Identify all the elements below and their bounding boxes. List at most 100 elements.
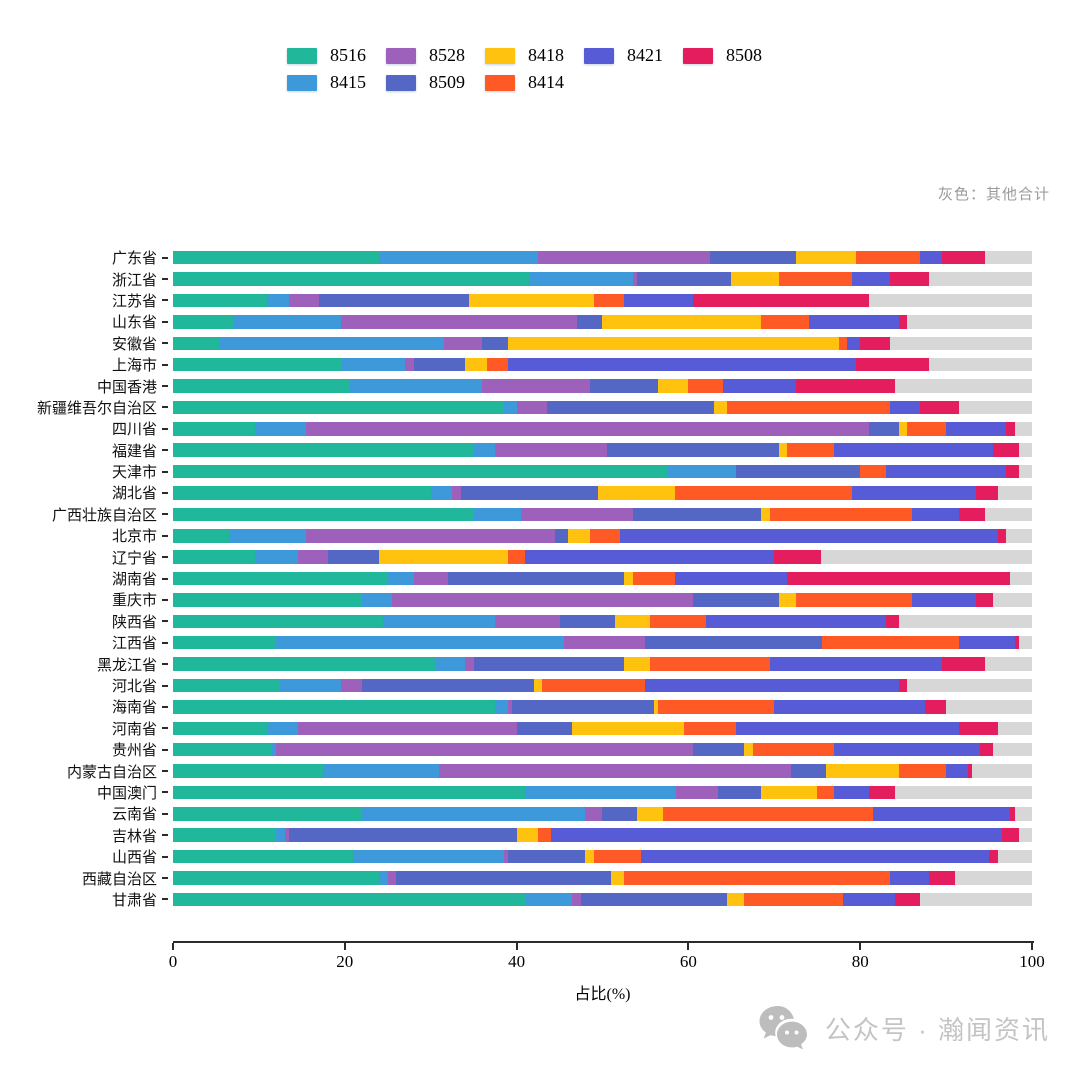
bar-segment-其他 <box>868 293 1032 308</box>
bar-row: 湖南省 <box>0 568 1080 589</box>
bar-segment-8414 <box>593 293 624 308</box>
bar-segment-其他 <box>1006 529 1032 543</box>
bar-segment-8421 <box>735 721 959 736</box>
bar-segment-其他 <box>894 785 1032 800</box>
bar-segment-8421 <box>851 486 977 500</box>
bar-segment-8528 <box>465 657 474 671</box>
bar-track <box>173 529 1032 543</box>
bar-segment-8421 <box>946 764 968 778</box>
category-label: 北京市 <box>111 529 157 546</box>
bar-segment-8516 <box>173 550 255 564</box>
category-tick <box>162 299 168 302</box>
bar-segment-其他 <box>1019 464 1032 479</box>
bar-segment-8509 <box>327 550 380 564</box>
bar-row: 西藏自治区 <box>0 867 1080 888</box>
bar-segment-8509 <box>559 614 616 629</box>
bar-track <box>173 785 1032 800</box>
bar-segment-8415 <box>233 315 341 329</box>
legend-label: 8415 <box>330 72 366 92</box>
bar-segment-8415 <box>361 807 586 821</box>
category-tick <box>162 449 168 452</box>
bar-segment-8508 <box>868 785 895 800</box>
bar-row: 吉林省 <box>0 825 1080 846</box>
bar-segment-8415 <box>267 293 289 308</box>
bar-segment-8516 <box>173 443 474 457</box>
bar-segment-8528 <box>306 422 869 436</box>
bar-row: 上海市 <box>0 354 1080 375</box>
x-tick <box>859 943 862 950</box>
bar-row: 山东省 <box>0 311 1080 332</box>
bar-segment-8516 <box>173 529 229 543</box>
bar-segment-8508 <box>795 379 895 393</box>
bar-row: 内蒙古自治区 <box>0 760 1080 781</box>
bar-segment-8421 <box>847 336 861 350</box>
bar-segment-8509 <box>576 315 603 329</box>
category-tick <box>162 534 168 537</box>
bar-segment-8509 <box>396 871 612 885</box>
bar-segment-8516 <box>173 571 388 586</box>
bar-segment-8509 <box>709 250 796 265</box>
bar-row: 广东省 <box>0 247 1080 268</box>
bar-segment-8509 <box>507 849 586 864</box>
legend-row: 8415 8509 8414 <box>287 69 782 96</box>
x-tick <box>515 943 518 950</box>
bar-row: 安徽省 <box>0 333 1080 354</box>
category-label: 陕西省 <box>111 614 157 631</box>
bar-track <box>173 849 1032 864</box>
bar-segment-8516 <box>173 849 354 864</box>
bar-segment-8508 <box>980 742 994 757</box>
category-label: 黑龙江省 <box>96 657 157 674</box>
category-tick <box>162 470 168 473</box>
category-tick <box>162 491 168 494</box>
bar-segment-8421 <box>722 379 796 393</box>
bar-segment-8415 <box>387 571 414 586</box>
bar-track <box>173 379 1032 393</box>
bar-segment-8508 <box>958 721 998 736</box>
bar-segment-8509 <box>288 828 517 842</box>
category-label: 辽宁省 <box>111 550 157 567</box>
bar-segment-8415 <box>353 849 504 864</box>
category-tick <box>162 898 168 901</box>
bar-segment-8421 <box>958 635 1015 650</box>
category-label: 广东省 <box>111 251 157 268</box>
legend-label: 8516 <box>330 45 366 65</box>
category-label: 广西壮族自治区 <box>51 507 157 524</box>
bar-segment-8418 <box>469 293 594 308</box>
bar-segment-8418 <box>602 315 762 329</box>
bar-row: 辽宁省 <box>0 546 1080 567</box>
bar-segment-8421 <box>550 828 1002 842</box>
bar-segment-8421 <box>808 315 899 329</box>
bar-segment-8418 <box>623 657 650 671</box>
category-label: 新疆维吾尔自治区 <box>36 400 157 417</box>
legend: 8516 8528 8418 8421 8508 8415 8509 8414 <box>287 42 782 96</box>
category-tick <box>162 598 168 601</box>
bar-segment-8421 <box>675 571 788 586</box>
bar-segment-8418 <box>761 507 770 522</box>
category-tick <box>162 406 168 409</box>
category-label: 上海市 <box>111 358 157 375</box>
category-tick <box>162 727 168 730</box>
bar-segment-8421 <box>774 700 925 714</box>
bar-segment-8528 <box>482 379 590 393</box>
bar-segment-8418 <box>654 700 659 714</box>
x-tick <box>687 943 690 950</box>
legend-swatch <box>287 74 317 91</box>
bar-track <box>173 422 1032 436</box>
bar-segment-其他 <box>946 700 1032 714</box>
legend-item-8528: 8528 <box>386 45 485 66</box>
bar-segment-8528 <box>516 400 547 415</box>
bar-segment-其他 <box>1019 443 1032 457</box>
bar-segment-8516 <box>173 507 474 522</box>
category-tick <box>162 877 168 880</box>
category-label: 河北省 <box>111 679 157 695</box>
bar-segment-8421 <box>920 250 942 265</box>
bar-segment-8509 <box>546 400 715 415</box>
bar-segment-8509 <box>636 272 732 286</box>
bar-segment-8418 <box>465 357 487 372</box>
bar-segment-8528 <box>288 293 320 308</box>
x-tick-label: 0 <box>168 952 178 971</box>
category-label: 吉林省 <box>111 828 157 845</box>
bar-segment-8418 <box>778 443 788 457</box>
bar-track <box>173 614 1032 629</box>
bar-row: 广西壮族自治区 <box>0 504 1080 525</box>
